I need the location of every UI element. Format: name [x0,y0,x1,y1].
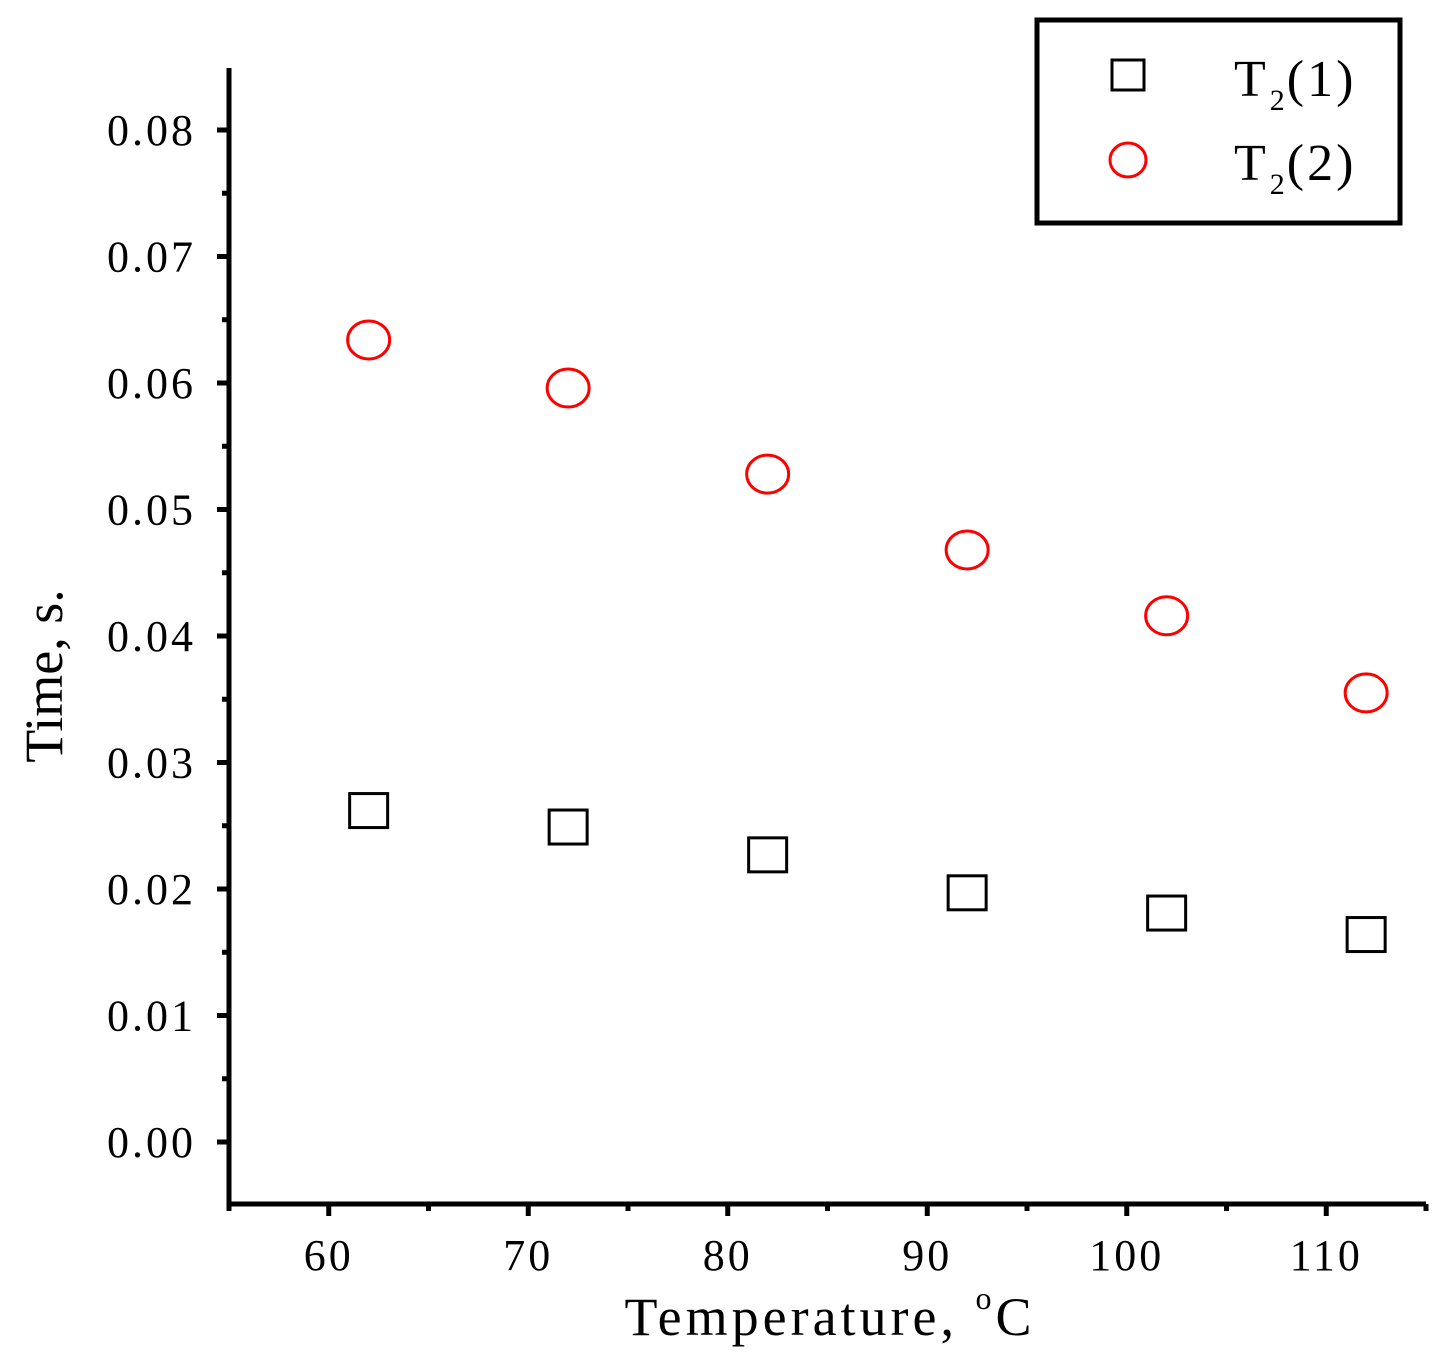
y-tick-label: 0.03 [107,739,196,788]
point-square [547,808,589,846]
x-axis-ticks: 60 70 80 90 100 110 [226,1204,1429,1280]
point-circle [1343,672,1389,714]
x-tick-label: 80 [703,1231,753,1280]
point-circle [745,453,791,495]
y-tick-label: 0.02 [107,865,196,914]
y-tick-label: 0.01 [107,992,196,1041]
legend-label: T 2(2) [1234,135,1356,201]
point-circle [346,319,392,361]
point-circle [944,529,990,571]
x-axis-title-text: Temperature, [624,1287,975,1347]
data-points [346,319,1389,954]
point-square [946,874,988,912]
legend: T 2(1) T 2(2) [1034,17,1403,226]
legend-marker-square [1110,58,1146,92]
x-axis-title: Temperature, oC [624,1280,1035,1347]
point-square [1345,916,1387,954]
legend-box [1034,17,1403,226]
y-tick-label: 0.08 [107,106,196,155]
point-circle [545,367,591,409]
x-axis-title-unit: C [996,1287,1036,1347]
x-tick-label: 110 [1290,1231,1363,1280]
point-square [348,792,390,830]
x-axis-title-degree: o [976,1280,996,1316]
y-tick-label: 0.04 [107,612,196,661]
axes [226,68,1426,1207]
point-circle [1144,595,1190,637]
y-tick-label: 0.07 [107,232,196,281]
x-tick-label: 60 [304,1231,354,1280]
y-tick-label: 0.05 [107,485,196,534]
x-tick-label: 90 [902,1231,952,1280]
y-tick-label: 0.00 [107,1118,196,1167]
x-tick-label: 100 [1089,1231,1164,1280]
y-axis-title: Time, s. [14,589,74,763]
x-tick-label: 70 [503,1231,553,1280]
legend-label: T 2(1) [1234,51,1356,117]
point-square [747,836,789,874]
legend-marker-circle [1108,141,1148,179]
y-axis-ticks: 0.00 0.01 0.02 0.03 0.04 0.05 0.06 0.07 0.08 [107,106,229,1167]
point-square [1146,894,1188,932]
y-tick-label: 0.06 [107,359,196,408]
